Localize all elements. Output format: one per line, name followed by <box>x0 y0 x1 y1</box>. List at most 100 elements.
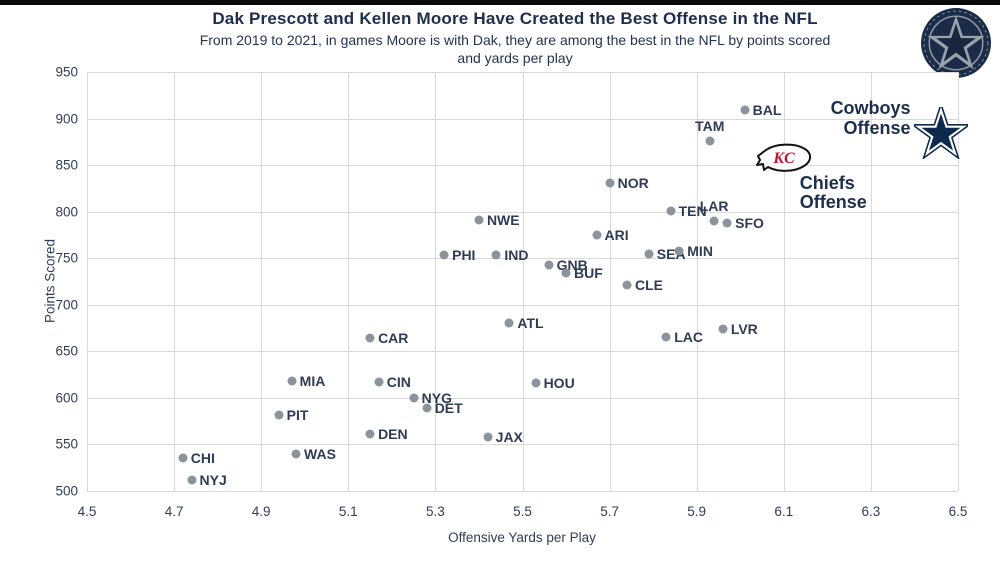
data-point-label-mia: MIA <box>299 373 326 390</box>
data-point-lac <box>661 332 671 342</box>
data-point-ari <box>592 230 602 240</box>
data-point-min <box>674 246 684 256</box>
x-tick-label: 6.1 <box>774 504 794 519</box>
y-tick-label: 750 <box>55 250 78 266</box>
data-point-atl <box>504 318 514 328</box>
data-point-was <box>291 449 301 459</box>
data-point-label-nor: NOR <box>617 174 649 191</box>
y-tick-label: 700 <box>55 297 78 313</box>
data-point-label-cle: CLE <box>635 277 664 294</box>
gridline-horizontal <box>87 397 958 399</box>
x-tick-label: 4.9 <box>251 504 271 519</box>
cowboys-star-icon <box>913 107 968 160</box>
gridline-horizontal <box>87 444 958 446</box>
gridline-horizontal <box>87 211 958 213</box>
chart-title: Dak Prescott and Kellen Moore Have Creat… <box>212 9 818 28</box>
data-point-label-det: DET <box>434 400 463 417</box>
y-tick-label: 850 <box>55 157 78 173</box>
data-point-det <box>422 403 432 413</box>
data-point-label-was: WAS <box>304 445 336 462</box>
gridline-vertical <box>348 72 350 491</box>
gridline-vertical <box>609 72 611 491</box>
gridline-vertical <box>958 72 959 491</box>
gridline-horizontal <box>87 491 958 492</box>
x-tick-label: 5.5 <box>513 504 532 519</box>
gridline-horizontal <box>87 304 958 306</box>
chiefs-offense-label: Chiefs Offense <box>799 172 867 213</box>
data-point-label-ind: IND <box>504 247 529 264</box>
x-tick-label: 6.5 <box>948 504 968 519</box>
x-tick-label: 5.1 <box>338 504 358 519</box>
svg-text:KC: KC <box>772 150 795 167</box>
data-point-cle <box>622 280 632 290</box>
gridline-vertical <box>522 72 524 491</box>
gridline-vertical <box>87 72 88 491</box>
gridline-horizontal <box>87 118 958 120</box>
data-point-label-phi: PHI <box>452 247 476 264</box>
data-point-pit <box>274 410 284 420</box>
y-tick-label: 900 <box>55 111 78 127</box>
data-point-label-cin: CIN <box>386 374 411 391</box>
data-point-jax <box>483 432 493 442</box>
data-point-nyg <box>409 393 419 403</box>
data-point-tam <box>705 136 715 146</box>
data-point-label-lac: LAC <box>674 329 703 346</box>
gridline-horizontal <box>87 165 958 167</box>
data-point-label-lvr: LVR <box>730 320 758 337</box>
data-point-buf <box>561 268 571 278</box>
data-point-label-den: DEN <box>378 426 408 443</box>
chart-subtitle: From 2019 to 2021, in games Moore is wit… <box>199 32 831 67</box>
data-point-label-jax: JAX <box>495 428 523 445</box>
x-tick-label: 4.7 <box>164 504 184 519</box>
data-point-label-nwe: NWE <box>486 212 520 229</box>
x-tick-label: 5.7 <box>600 504 619 519</box>
data-point-ten <box>666 206 676 216</box>
y-tick-label: 650 <box>55 343 78 359</box>
x-tick-label: 4.5 <box>77 504 97 519</box>
data-point-ind <box>491 250 501 260</box>
top-border-bar <box>0 0 1000 5</box>
data-point-car <box>365 333 375 343</box>
star-badge-logo <box>920 7 992 79</box>
data-point-label-ten: TEN <box>678 202 707 219</box>
data-point-label-chi: CHI <box>190 450 215 467</box>
x-tick-label: 6.3 <box>861 504 881 519</box>
data-point-label-nyg: NYG <box>421 389 452 406</box>
data-point-label-bal: BAL <box>752 102 782 119</box>
data-point-phi <box>439 250 449 260</box>
data-point-sea <box>644 249 654 259</box>
x-tick-label: 5.3 <box>426 504 445 519</box>
data-point-bal <box>740 105 750 115</box>
gridline-vertical <box>435 72 437 491</box>
data-point-label-ari: ARI <box>604 226 629 243</box>
y-tick-label: 500 <box>55 483 78 499</box>
data-point-label-lar: LAR <box>699 197 729 214</box>
data-point-den <box>365 429 375 439</box>
data-point-nwe <box>474 215 484 225</box>
data-point-label-buf: BUF <box>574 265 603 282</box>
data-point-nor <box>605 178 615 188</box>
plot-area: 4.5 4.7 4.9 5.1 5.3 5.5 5.7 5.9 6.1 6.3 6.5 500 550 6… <box>55 65 968 519</box>
y-tick-label: 550 <box>55 436 78 452</box>
y-tick-label: 950 <box>55 64 78 80</box>
cowboys-offense-label: Cowboys Offense <box>830 98 911 139</box>
data-point-chi <box>178 453 188 463</box>
star-badge-icon <box>921 8 991 78</box>
data-point-label-min: MIN <box>687 242 713 259</box>
y-tick-label: 600 <box>55 390 78 406</box>
data-point-cin <box>374 377 384 387</box>
gridline-vertical <box>696 72 698 491</box>
data-point-gnb <box>544 260 554 270</box>
y-tick-label: 800 <box>55 204 78 220</box>
chiefs-arrowhead-icon: KC <box>755 143 811 172</box>
data-point-label-car: CAR <box>378 330 409 347</box>
gridline-vertical <box>261 72 263 491</box>
gridline-vertical <box>870 72 872 491</box>
data-point-nyj <box>187 475 197 485</box>
data-point-lar <box>709 216 719 226</box>
data-point-label-nyj: NYJ <box>199 471 227 488</box>
gridline-vertical <box>174 72 176 491</box>
gridline-horizontal <box>87 351 958 353</box>
gridline-horizontal <box>87 258 958 260</box>
